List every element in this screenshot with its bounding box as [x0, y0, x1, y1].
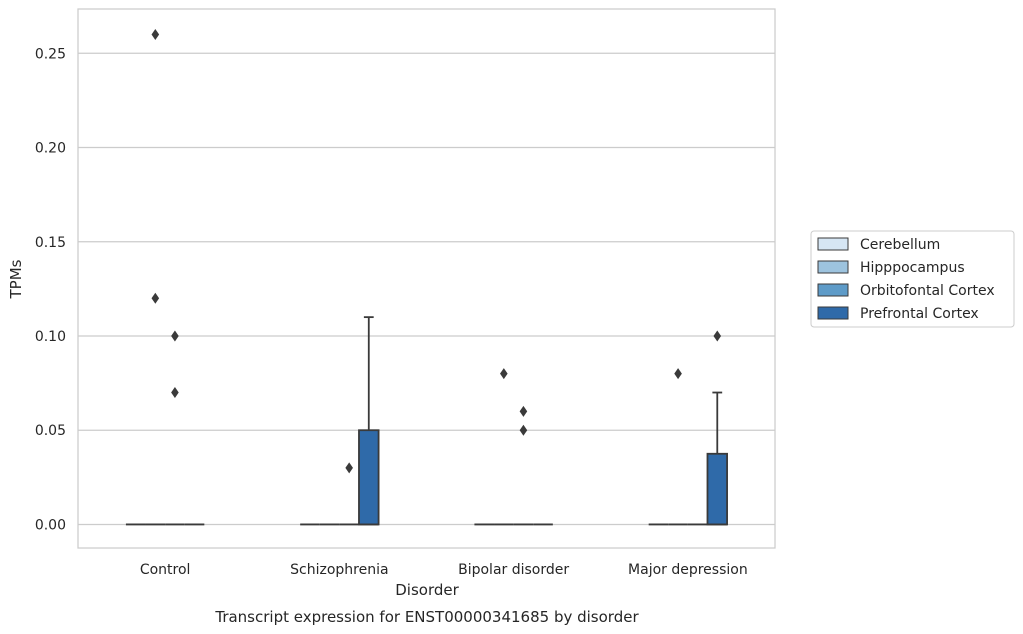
legend-label: Orbitofontal Cortex	[860, 283, 995, 299]
legend-label: Prefrontal Cortex	[860, 306, 979, 322]
outlier-point	[713, 330, 722, 342]
x-tick-label: Schizophrenia	[290, 562, 388, 578]
box-iqr	[706, 452, 728, 526]
outlier-point	[674, 368, 682, 380]
y-tick-label: 0.10	[35, 329, 66, 345]
outlier-point	[151, 292, 160, 304]
box-group	[668, 368, 688, 526]
box-group	[165, 330, 185, 526]
outlier-point	[171, 387, 179, 399]
y-tick-label: 0.05	[35, 423, 66, 439]
legend-swatch	[817, 260, 849, 274]
chart-title: Transcript expression for ENST0000034168…	[214, 608, 639, 626]
y-axis-title: TPMs	[7, 259, 25, 299]
y-tick-labels: 0.00 0.05 0.10 0.15 0.20 0.25	[35, 46, 66, 533]
x-tick-label: Bipolar disorder	[458, 562, 569, 578]
legend-label: Cerebellum	[860, 237, 940, 253]
x-tick-label: Major depression	[628, 562, 748, 578]
legend-item: Cerebellum	[817, 237, 940, 253]
box-group	[339, 462, 359, 526]
legend-item: Prefrontal Cortex	[817, 306, 979, 322]
x-tick-label: Control	[140, 562, 191, 578]
plot-frame	[77, 8, 776, 549]
box-series	[125, 28, 728, 526]
x-tick-labels: Control Schizophrenia Bipolar disorder Majo…	[140, 562, 748, 578]
box-group	[494, 368, 514, 526]
legend-swatch	[817, 306, 849, 320]
outlier-point	[171, 330, 179, 342]
legend-swatch	[817, 283, 849, 297]
plot-area	[78, 9, 775, 548]
y-tick-label: 0.00	[35, 517, 66, 533]
outlier-point	[519, 424, 528, 436]
outlier-point	[345, 462, 353, 474]
legend-label: Hipppocampus	[860, 260, 965, 276]
legend-item: Orbitofontal Cortex	[817, 283, 995, 299]
y-tick-label: 0.20	[35, 141, 66, 157]
outlier-point	[151, 28, 160, 40]
y-tick-label: 0.15	[35, 235, 66, 251]
outlier-point	[519, 405, 528, 417]
box-group	[145, 28, 166, 526]
series-hipppocampus	[145, 28, 688, 526]
legend-swatch	[817, 237, 849, 251]
legend-frame	[810, 230, 1015, 328]
box-group	[513, 405, 534, 526]
series-prefrontal-cortex	[184, 316, 728, 526]
legend-item: Hipppocampus	[817, 260, 965, 276]
legend: Cerebellum Hipppocampus Orbitofontal Corte…	[810, 230, 1015, 328]
box-group	[706, 330, 728, 526]
series-orbitofontal-cortex	[165, 330, 708, 526]
y-tick-label: 0.25	[35, 46, 66, 62]
x-axis-title: Disorder	[395, 581, 459, 599]
box-group	[358, 316, 380, 526]
box-iqr	[358, 429, 380, 526]
outlier-point	[500, 368, 508, 380]
